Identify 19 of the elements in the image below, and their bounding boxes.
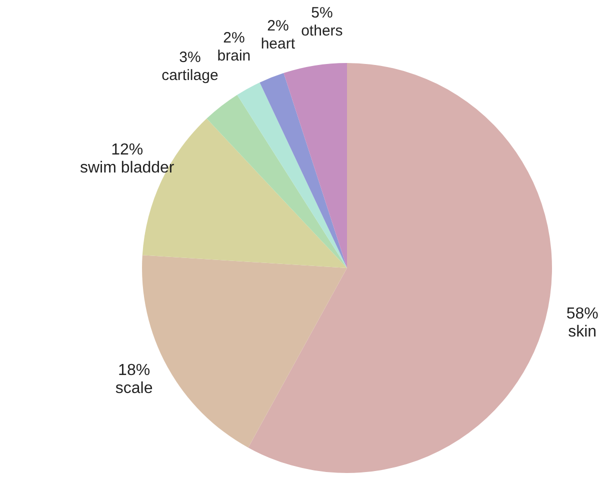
slice-label: others <box>301 22 343 40</box>
slice-label: scale <box>115 380 153 398</box>
slice-label: heart <box>260 35 296 52</box>
pie-slice <box>206 94 347 268</box>
pie-slice <box>284 63 347 268</box>
slice-label: brain <box>217 47 251 64</box>
slice-label: cartilage <box>162 66 218 84</box>
pie-slice <box>248 63 552 473</box>
pie-slice <box>260 73 347 268</box>
slice-label: skin <box>568 323 597 340</box>
slice-label: swim bladder <box>80 160 175 177</box>
data-label: 58% <box>566 305 598 322</box>
data-label: 2% <box>267 17 289 34</box>
data-label: 5% <box>311 4 333 22</box>
data-label: 3% <box>179 48 201 66</box>
data-label: 12% <box>111 142 144 159</box>
pie-slice <box>237 82 347 268</box>
data-label: 18% <box>118 362 150 380</box>
data-label: 2% <box>223 29 245 46</box>
